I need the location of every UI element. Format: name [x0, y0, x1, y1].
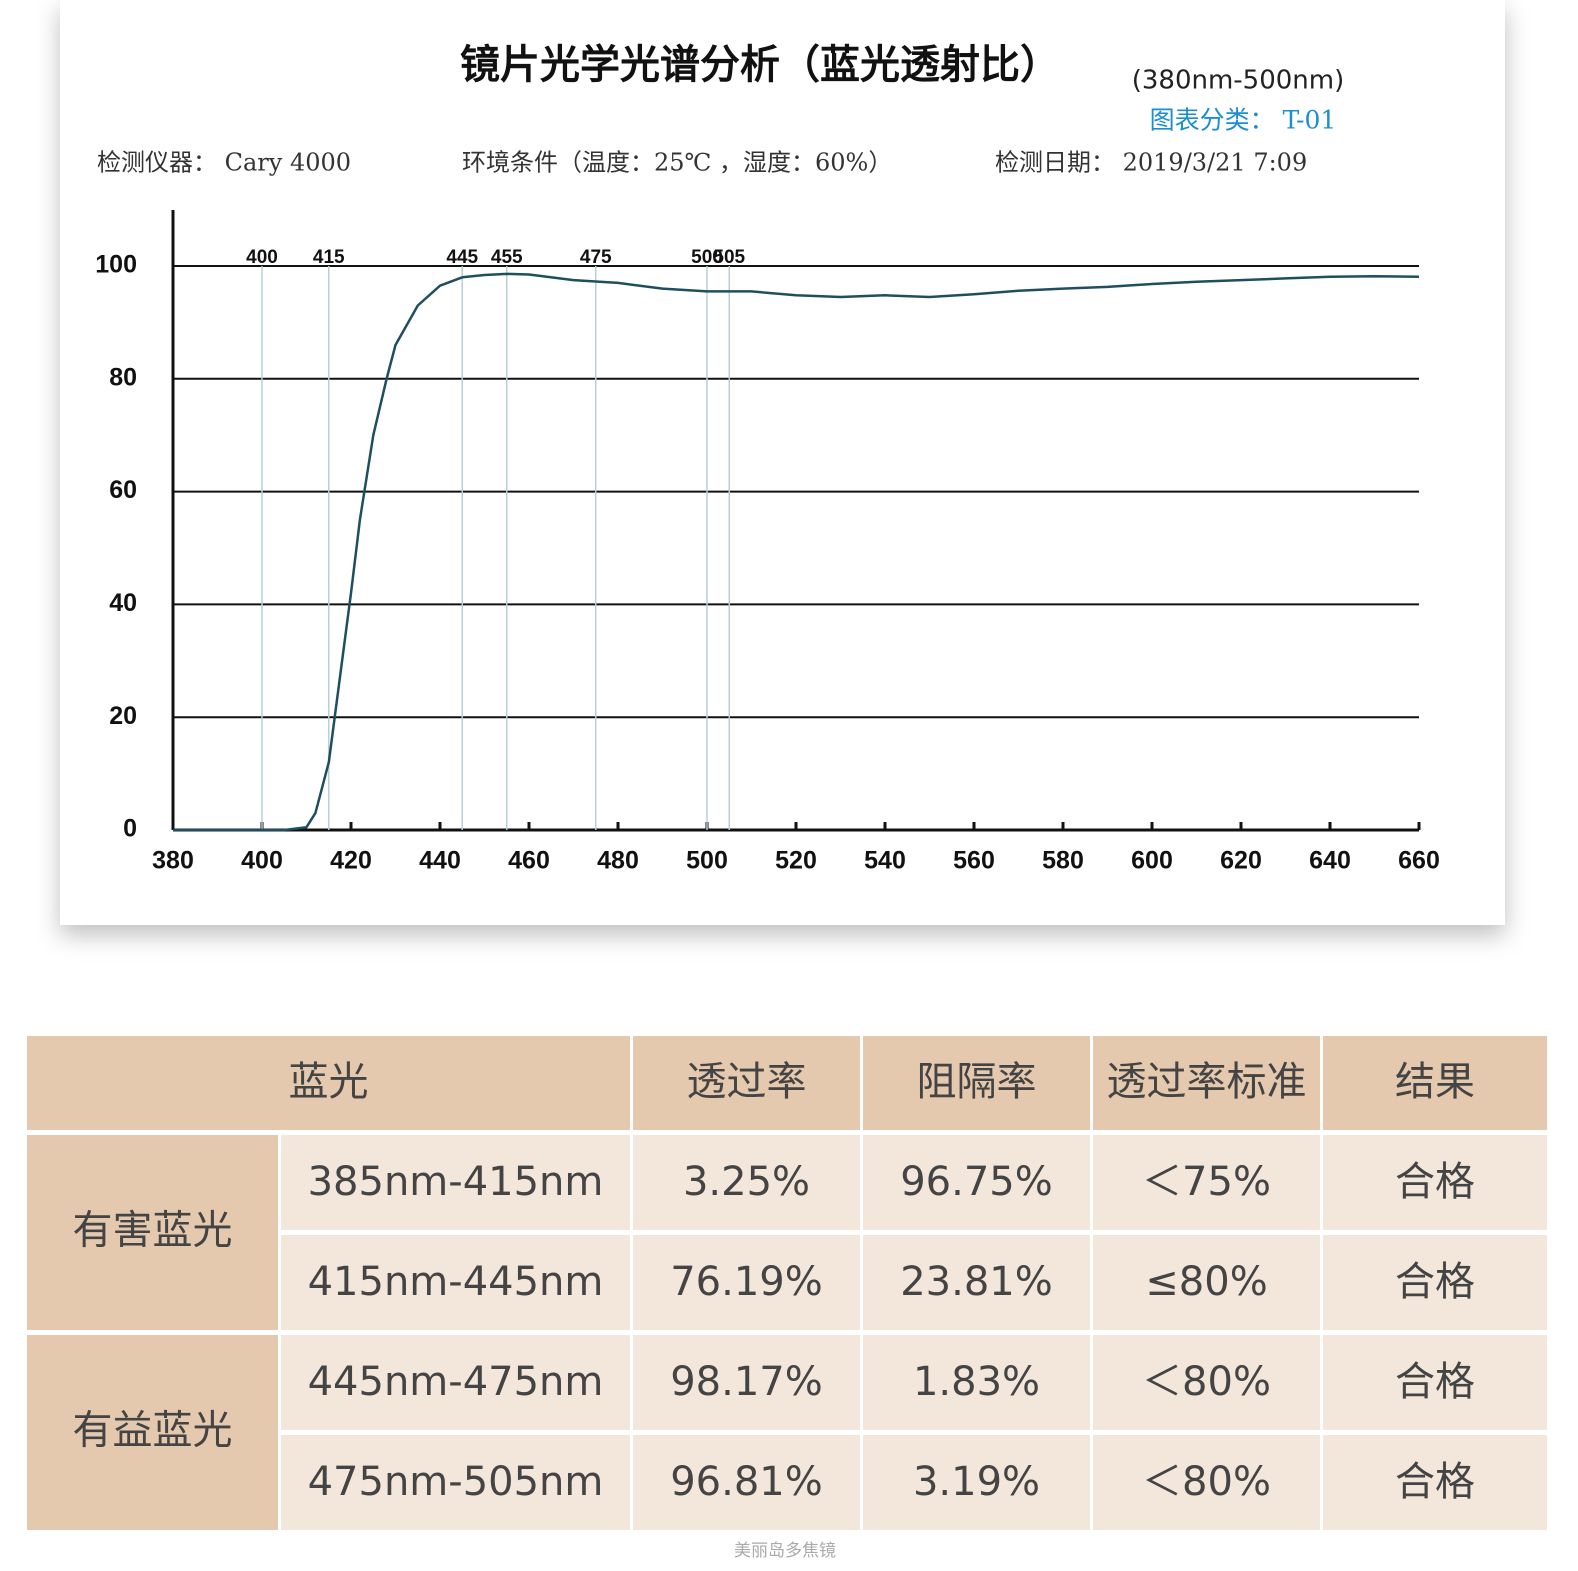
marker-label: 455 — [491, 247, 523, 268]
table-cell — [1093, 1335, 1320, 1430]
table-cell — [1323, 1135, 1547, 1230]
instrument: 检测仪器： Cary 4000 — [97, 149, 351, 177]
x-tick-label: 520 — [775, 847, 817, 875]
table-cell — [1323, 1335, 1547, 1430]
y-tick-label: 80 — [109, 363, 137, 391]
table-cell — [281, 1135, 630, 1230]
header-text: 蓝光 — [289, 1059, 369, 1105]
chart-subtitle: (380nm-500nm) — [1132, 66, 1345, 96]
y-tick-label: 60 — [109, 476, 137, 504]
x-tick-label: 420 — [330, 847, 372, 875]
table-cell — [1093, 1235, 1320, 1330]
conditions: 环境条件（温度：25℃ ，湿度：60%） — [462, 149, 892, 177]
table-cell — [633, 1335, 860, 1430]
chart-panel — [60, 0, 1505, 925]
group-label: 有害蓝光 — [73, 1208, 233, 1254]
cell-text: 76.19% — [670, 1259, 823, 1305]
x-tick-label: 380 — [152, 847, 194, 875]
cell-text: 415nm-445nm — [308, 1259, 604, 1305]
header-cell — [633, 1036, 860, 1130]
group-cell — [27, 1135, 278, 1330]
cell-text: 3.19% — [913, 1459, 1040, 1505]
cell-text: 合格 — [1395, 1259, 1475, 1305]
header-cell — [27, 1036, 630, 1130]
header-text: 结果 — [1395, 1059, 1475, 1105]
x-tick-label: 400 — [241, 847, 283, 875]
cell-text: 合格 — [1395, 1159, 1475, 1205]
header-text: 透过率 — [687, 1059, 807, 1105]
y-tick-label: 20 — [109, 702, 137, 730]
x-tick-label: 600 — [1131, 847, 1173, 875]
x-tick-label: 580 — [1042, 847, 1084, 875]
header-cell — [1093, 1036, 1320, 1130]
chart-title: 镜片光学光谱分析（蓝光透射比） — [460, 41, 1060, 88]
table-cell — [281, 1235, 630, 1330]
marker-label: 415 — [313, 247, 345, 268]
header-cell — [863, 1036, 1090, 1130]
table-cell — [863, 1135, 1090, 1230]
x-tick-label: 540 — [864, 847, 906, 875]
cell-text: 1.83% — [913, 1359, 1040, 1405]
cell-text: 445nm-475nm — [308, 1359, 604, 1405]
footer: 美丽岛多焦镜 — [734, 1541, 836, 1561]
table-cell — [1093, 1135, 1320, 1230]
cell-text: 3.25% — [683, 1159, 810, 1205]
marker-label: 500 — [691, 247, 723, 268]
table-cell — [1323, 1435, 1547, 1530]
table-cell — [863, 1435, 1090, 1530]
table-cell — [281, 1335, 630, 1430]
table-cell — [633, 1135, 860, 1230]
header-text: 阻隔率 — [917, 1059, 1037, 1105]
x-tick-label: 620 — [1220, 847, 1262, 875]
cell-text: 96.75% — [900, 1159, 1053, 1205]
y-tick-label: 100 — [95, 251, 137, 279]
table-cell — [633, 1435, 860, 1530]
marker-label: 505 — [713, 247, 745, 268]
group-label: 有益蓝光 — [73, 1408, 233, 1454]
marker-label: 475 — [580, 247, 612, 268]
cell-text: ＜80% — [1142, 1459, 1271, 1505]
cell-text: ＜75% — [1142, 1159, 1271, 1205]
table-cell — [1093, 1435, 1320, 1530]
chart-code: 图表分类： T-01 — [1150, 106, 1337, 135]
data-line — [173, 272, 1420, 832]
plot: 0 20 40 60 80 100 380 400 420 440 460 480 500 520 540 5… — [95, 210, 1440, 875]
x-tick-label: 660 — [1398, 847, 1440, 875]
test-date: 检测日期： 2019/3/21 7:09 — [995, 149, 1307, 177]
y-tick-label: 40 — [109, 589, 137, 617]
x-tick-label: 460 — [508, 847, 550, 875]
cell-text: ≤80% — [1145, 1259, 1267, 1305]
x-tick-label: 640 — [1309, 847, 1351, 875]
cell-text: 98.17% — [670, 1359, 823, 1405]
y-tick-label: 0 — [123, 815, 137, 843]
cell-text: 96.81% — [670, 1459, 823, 1505]
x-tick-label: 500 — [686, 847, 728, 875]
cell-text: 合格 — [1395, 1359, 1475, 1405]
header-text: 透过率标准 — [1107, 1059, 1307, 1105]
marker-label: 445 — [446, 247, 478, 268]
group-cell — [27, 1335, 278, 1530]
marker-label: 400 — [246, 247, 278, 268]
header-cell — [1323, 1036, 1547, 1130]
cell-text: 475nm-505nm — [308, 1459, 604, 1505]
cell-text: 385nm-415nm — [308, 1159, 604, 1205]
table-cell — [281, 1435, 630, 1530]
x-tick-label: 560 — [953, 847, 995, 875]
cell-text: 23.81% — [900, 1259, 1053, 1305]
table-cell — [1323, 1235, 1547, 1330]
table-cell — [633, 1235, 860, 1330]
cell-text: ＜80% — [1142, 1359, 1271, 1405]
table-cell — [863, 1235, 1090, 1330]
cell-text: 合格 — [1395, 1459, 1475, 1505]
table-cell — [863, 1335, 1090, 1430]
x-tick-label: 480 — [597, 847, 639, 875]
x-tick-label: 440 — [419, 847, 461, 875]
